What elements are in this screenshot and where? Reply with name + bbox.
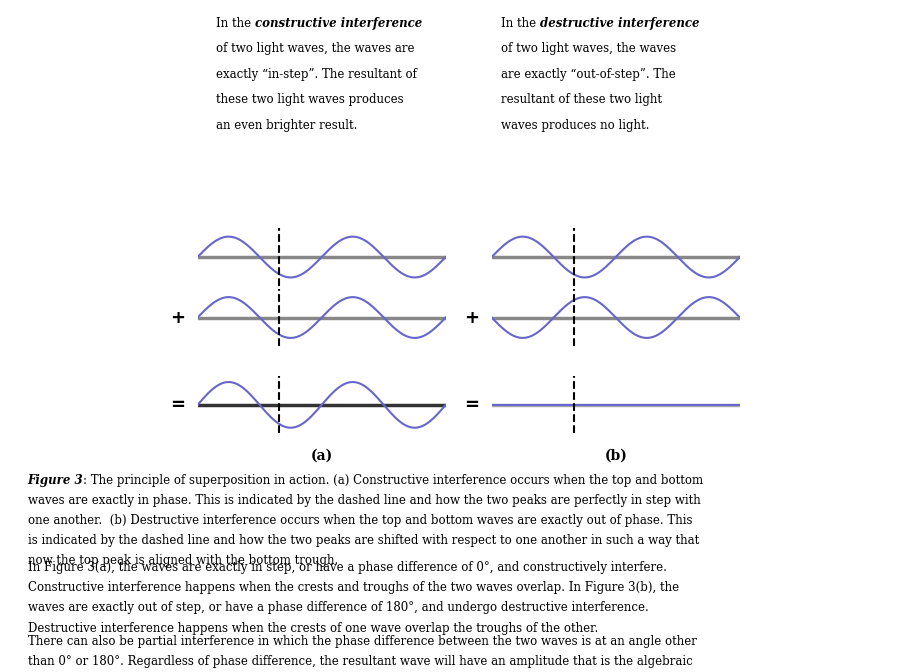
Text: =: = xyxy=(170,396,185,414)
Text: Constructive interference happens when the crests and troughs of the two waves o: Constructive interference happens when t… xyxy=(28,581,679,594)
Text: waves produces no light.: waves produces no light. xyxy=(501,119,649,132)
Text: +: + xyxy=(464,308,479,327)
Text: =: = xyxy=(464,396,479,414)
Text: In Figure 3(a), the waves are exactly in step, or have a phase difference of 0°,: In Figure 3(a), the waves are exactly in… xyxy=(28,561,666,574)
Text: waves are exactly in phase. This is indicated by the dashed line and how the two: waves are exactly in phase. This is indi… xyxy=(28,494,700,507)
Text: Figure 3: Figure 3 xyxy=(28,474,84,487)
Text: these two light waves produces: these two light waves produces xyxy=(216,93,403,106)
Text: of two light waves, the waves are: of two light waves, the waves are xyxy=(216,42,414,55)
Text: now the top peak is aligned with the bottom trough.: now the top peak is aligned with the bot… xyxy=(28,554,338,567)
Text: is indicated by the dashed line and how the two peaks are shifted with respect t: is indicated by the dashed line and how … xyxy=(28,534,698,547)
Text: constructive interference: constructive interference xyxy=(255,17,422,30)
Text: an even brighter result.: an even brighter result. xyxy=(216,119,357,132)
Text: Destructive interference happens when the crests of one wave overlap the troughs: Destructive interference happens when th… xyxy=(28,622,598,634)
Text: resultant of these two light: resultant of these two light xyxy=(501,93,662,106)
Text: of two light waves, the waves: of two light waves, the waves xyxy=(501,42,676,55)
Text: are exactly “out-of-step”. The: are exactly “out-of-step”. The xyxy=(501,68,675,81)
Text: (b): (b) xyxy=(605,448,627,462)
Text: destructive interference: destructive interference xyxy=(539,17,699,30)
Text: than 0° or 180°. Regardless of phase difference, the resultant wave will have an: than 0° or 180°. Regardless of phase dif… xyxy=(28,655,692,668)
Text: exactly “in-step”. The resultant of: exactly “in-step”. The resultant of xyxy=(216,68,417,81)
Text: waves are exactly out of step, or have a phase difference of 180°, and undergo d: waves are exactly out of step, or have a… xyxy=(28,601,648,614)
Text: +: + xyxy=(170,308,185,327)
Text: There can also be partial interference in which the phase difference between the: There can also be partial interference i… xyxy=(28,635,697,648)
Text: one another.  (b) Destructive interference occurs when the top and bottom waves : one another. (b) Destructive interferenc… xyxy=(28,514,692,527)
Text: (a): (a) xyxy=(311,448,333,462)
Text: In the: In the xyxy=(501,17,539,30)
Text: : The principle of superposition in action. (a) Constructive interference occurs: : The principle of superposition in acti… xyxy=(84,474,703,487)
Text: In the: In the xyxy=(216,17,255,30)
